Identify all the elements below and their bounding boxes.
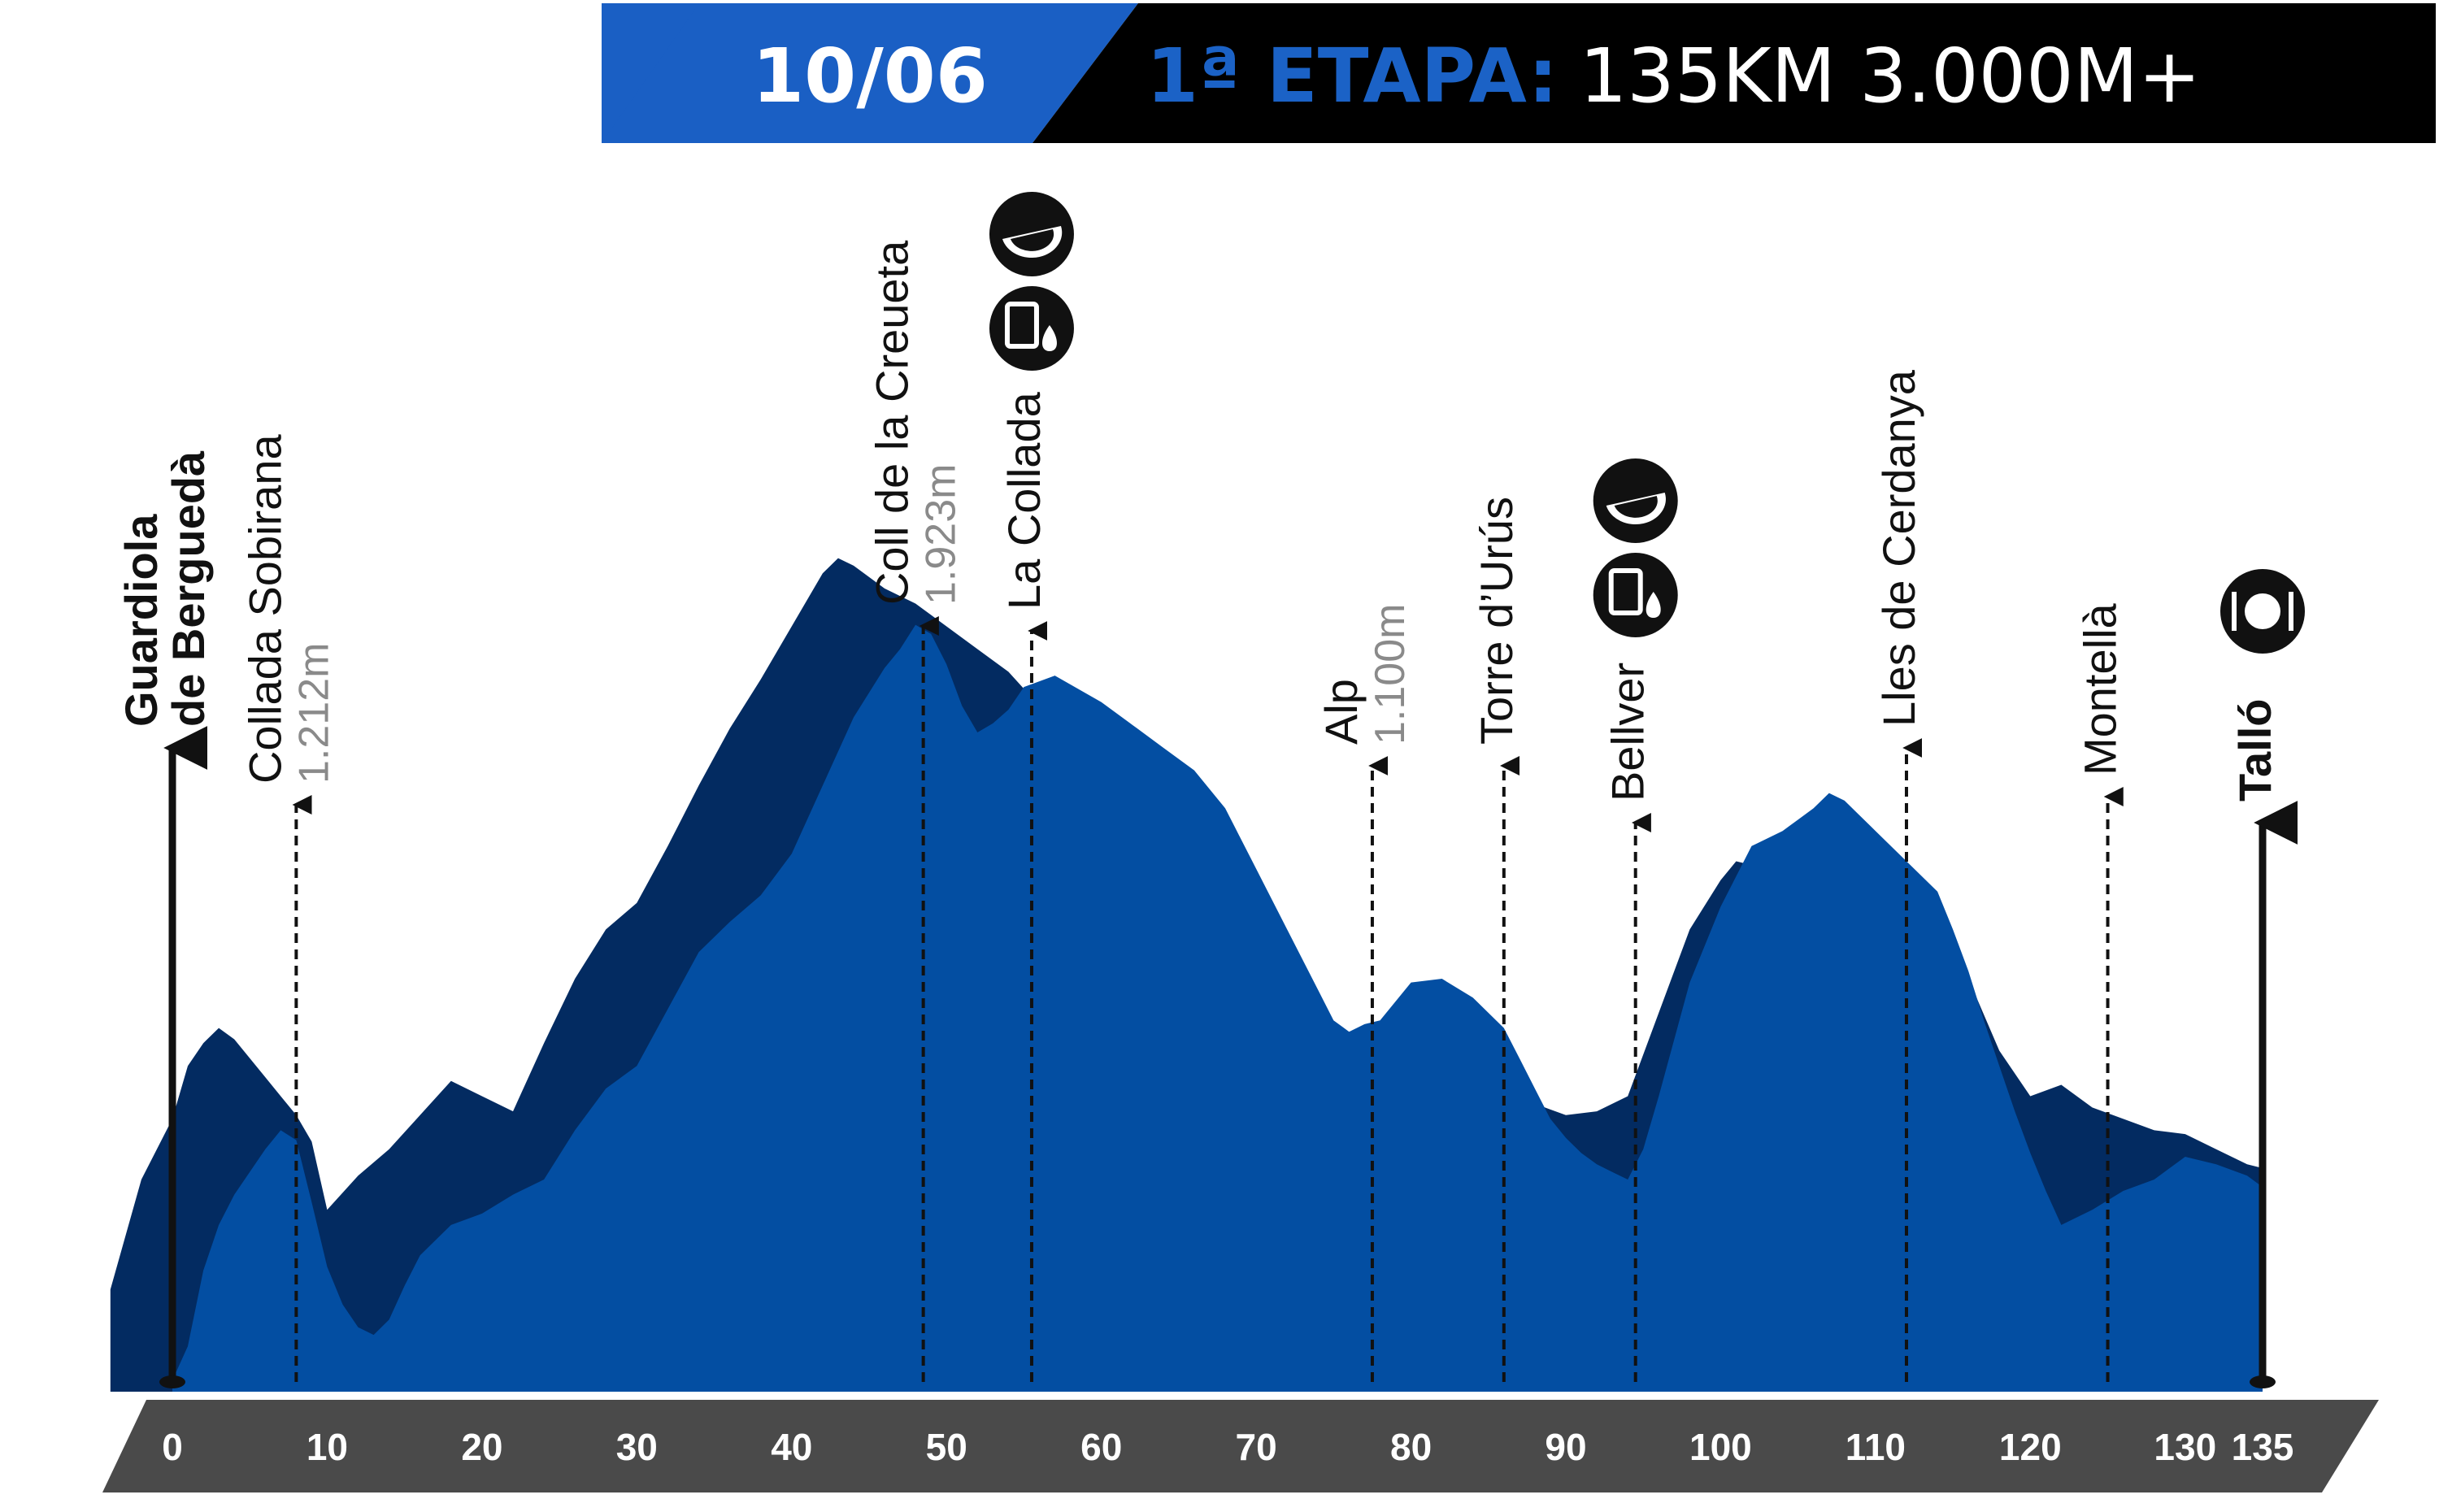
- elevation-profile: [110, 558, 2263, 1392]
- waypoint-base-dot: [159, 1375, 185, 1388]
- axis-band: [102, 1400, 2379, 1492]
- axis-tick-120: 120: [1999, 1426, 2062, 1468]
- waypoint-10: Talló: [2220, 569, 2305, 1388]
- header: 10/06 1ª ETAPA: 135KM 3.000M+: [602, 3, 2436, 143]
- elevation-area-front: [172, 624, 2263, 1392]
- waypoint-name: Torre d’Urús: [1471, 497, 1522, 745]
- axis-tick-110: 110: [1846, 1426, 1906, 1468]
- waypoint-name: Bellver: [1602, 663, 1654, 802]
- waypoint-base-dot: [2250, 1375, 2276, 1388]
- waypoint-4: La Collada: [989, 192, 1074, 1382]
- axis-tick-70: 70: [1236, 1426, 1277, 1468]
- axis-tick-135: 135: [2232, 1426, 2294, 1468]
- fruit-service-icon: [1593, 458, 1678, 543]
- waypoint-2: Collada Sobirana 1.212m: [239, 434, 337, 1382]
- stage-date: 10/06: [752, 33, 988, 119]
- waypoint-name: Lles de Cerdanya: [1873, 369, 1924, 727]
- axis-ticks: 0 10 20 30 40 50 60 70 80 90 100 110 120 130 135: [162, 1426, 2293, 1468]
- waypoint-name: Guardiola: [115, 514, 167, 727]
- axis-tick-80: 80: [1390, 1426, 1432, 1468]
- stage-band: [1033, 3, 2436, 143]
- waypoint-name: Montellà: [2075, 602, 2126, 776]
- axis-tick-20: 20: [461, 1426, 502, 1468]
- waypoint-name: Collada Sobirana: [239, 434, 290, 784]
- waypoint-7: Bellver: [1593, 458, 1678, 1382]
- waypoint-name: Coll de la Creueta: [867, 240, 918, 605]
- stage-label: 1ª ETAPA:: [1146, 33, 1558, 119]
- drink-service-icon: [1593, 553, 1678, 637]
- stage-title: 1ª ETAPA: 135KM 3.000M+: [1146, 33, 2201, 119]
- waypoint-5: Alp 1.100m: [1315, 604, 1414, 1382]
- waypoint-3: Coll de la Creueta 1.923m: [867, 240, 965, 1382]
- date-band-slant: [602, 3, 699, 143]
- fruit-service-icon: [989, 192, 1074, 276]
- stage-distance-climb: 135KM 3.000M+: [1580, 33, 2201, 119]
- meal-service-icon: [2220, 569, 2305, 654]
- waypoint-altitude: 1.100m: [1367, 604, 1414, 745]
- axis-tick-100: 100: [1689, 1426, 1752, 1468]
- waypoint-9: Montellà: [2075, 602, 2126, 1382]
- drink-service-icon: [989, 286, 1074, 371]
- waypoint-8: Lles de Cerdanya: [1873, 369, 1924, 1382]
- axis-tick-50: 50: [926, 1426, 967, 1468]
- axis-tick-40: 40: [771, 1426, 812, 1468]
- waypoint-altitude: 1.923m: [918, 464, 965, 605]
- axis-tick-60: 60: [1080, 1426, 1122, 1468]
- axis-tick-90: 90: [1545, 1426, 1586, 1468]
- date-band: [602, 3, 1138, 143]
- axis-tick-30: 30: [616, 1426, 658, 1468]
- waypoint-name: Alp: [1315, 679, 1367, 745]
- axis-tick-0: 0: [162, 1426, 183, 1468]
- waypoint-name: de Berguedà: [163, 450, 214, 727]
- waypoint-6: Torre d’Urús: [1471, 497, 1522, 1382]
- waypoint-name: La Collada: [998, 391, 1050, 610]
- distance-axis: 0 10 20 30 40 50 60 70 80 90 100 110 120 130 135: [102, 1400, 2379, 1492]
- waypoint-altitude: 1.212m: [290, 643, 337, 784]
- axis-tick-130: 130: [2154, 1426, 2216, 1468]
- axis-tick-10: 10: [307, 1426, 348, 1468]
- waypoint-name: Talló: [2229, 698, 2280, 802]
